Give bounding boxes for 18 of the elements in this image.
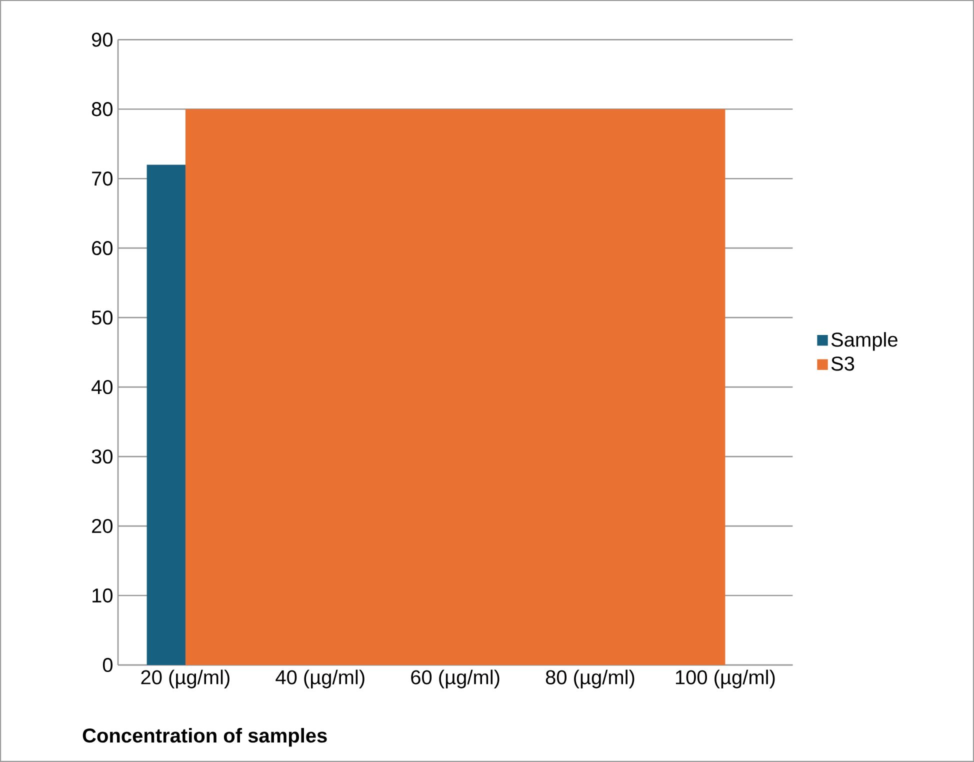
y-tick-label: 60	[92, 241, 112, 256]
x-tick-label: 20 (µg/ml)	[141, 670, 230, 688]
y-tick-label: 90	[92, 32, 112, 47]
y-tick-label: 10	[92, 588, 112, 603]
legend-label: Sample	[831, 332, 898, 351]
y-tick-label: 40	[92, 380, 112, 394]
legend-label: S3	[831, 356, 854, 371]
y-tick-label: 70	[92, 172, 112, 186]
x-tick-label: 100 (µg/ml)	[676, 670, 775, 688]
x-tick-label: 40 (µg/ml)	[276, 670, 364, 688]
y-tick-label: 30	[92, 449, 112, 464]
y-tick-label: 80	[92, 102, 112, 116]
x-tick-label: 80 (µg/ml)	[546, 670, 634, 688]
x-tick-label: 60 (µg/ml)	[411, 670, 500, 688]
x-axis-title: Concentration of samples	[82, 728, 327, 747]
y-tick-label: 20	[92, 518, 112, 534]
y-tick-label: 50	[92, 310, 112, 325]
y-tick-label: 0	[102, 658, 113, 672]
